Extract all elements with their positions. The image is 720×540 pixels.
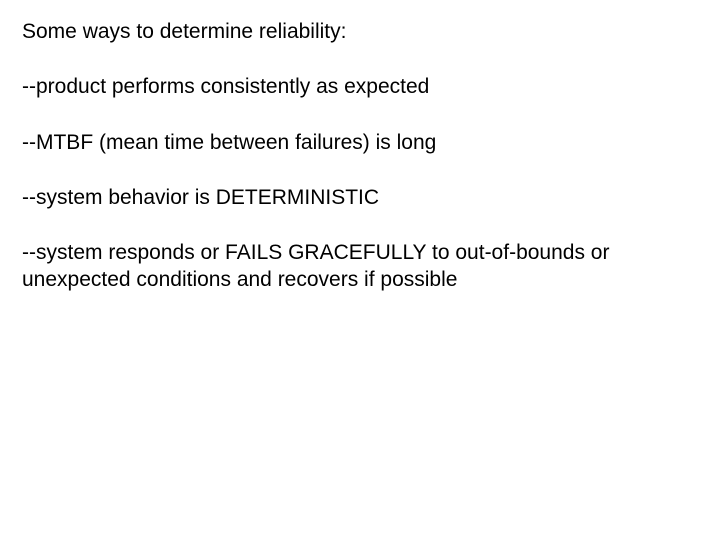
- bullet-item: --MTBF (mean time between failures) is l…: [22, 129, 698, 156]
- bullet-item: --product performs consistently as expec…: [22, 73, 698, 100]
- slide-heading: Some ways to determine reliability:: [22, 18, 698, 45]
- bullet-item: --system behavior is DETERMINISTIC: [22, 184, 698, 211]
- bullet-item: --system responds or FAILS GRACEFULLY to…: [22, 239, 698, 294]
